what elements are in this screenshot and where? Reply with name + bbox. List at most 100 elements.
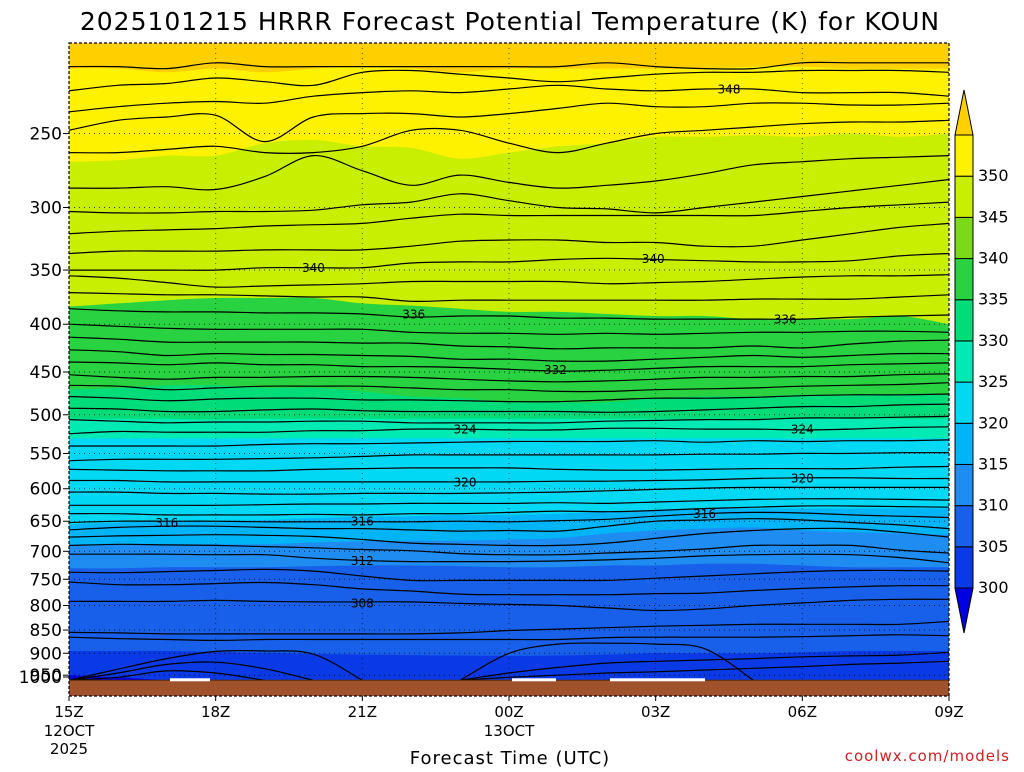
isentrope-301 [69,670,265,681]
isentrope-313 [69,543,949,556]
x-tick-year: 2025 [50,740,88,758]
colorbar-label: 350 [978,166,1009,185]
isentrope-333 [69,349,949,362]
colorbar-label: 315 [978,454,1009,473]
isentrope-339 [69,274,949,288]
colorbar-segment [954,175,974,218]
chart-title: 2025101215 HRRR Forecast Potential Tempe… [80,7,940,36]
isentrope-306 [69,620,949,635]
colorbar-label: 305 [978,537,1009,556]
isentrope-323 [69,439,949,447]
isentrope-346 [69,119,949,154]
x-tick-label: 09Z [934,703,963,721]
y-tick-label: 450 [30,363,62,383]
surface-ground [69,680,949,696]
contour-label: 316 [693,507,716,521]
isentrope-347 [69,102,949,143]
isentrope-314 [69,527,949,547]
isentrope-308 [69,598,949,612]
y-tick-label: 250 [30,125,62,145]
isentrope-303 [69,649,363,681]
isentrope-325 [69,426,949,435]
contour-label: 332 [544,363,567,377]
isentrope-348 [69,84,949,113]
x-tick-date: 12OCT [44,722,95,740]
contour-label: 340 [302,261,325,275]
colorbar-label: 320 [978,413,1009,432]
isentrope-341 [69,222,949,255]
isentrope-334 [69,336,949,350]
isentrope-345 [69,154,949,191]
isentrope-328 [69,403,949,413]
contour-label: 316 [351,515,374,529]
contour-label: 320 [454,475,477,489]
x-tick-label: 18Z [201,703,230,721]
isentrope-326 [69,415,949,424]
contour-label: 324 [454,423,477,437]
isentrope-302 [69,661,314,681]
colorbar-segment [954,134,974,177]
credit-text: coolwx.com/models [845,747,1010,765]
contour-label: 336 [774,313,797,327]
isentrope-305 [69,634,949,642]
y-tick-label: 300 [30,199,62,219]
colorbar-label: 300 [978,578,1009,597]
y-tick-label: 550 [30,444,62,464]
y-axis: 250 300 350 400 450 500 550 600 650 700 750 800 850 9… [19,125,69,688]
x-tick-label: 15Z [54,703,83,721]
x-tick-label: 06Z [788,703,817,721]
colorbar-label: 325 [978,372,1009,391]
colorbar-segment [954,258,974,301]
colorbar: 300 305 310 315 320 325 330 335 340 345 350 [954,89,1009,634]
colorbar-label: 345 [978,207,1009,226]
colorbar-segment [954,505,974,548]
isentrope-317 [69,505,949,516]
x-axis-label: Forecast Time (UTC) [410,748,610,768]
y-tick-label: 850 [30,621,62,641]
colorbar-segment [954,216,974,260]
colorbar-segment [954,299,974,342]
surface-gap [610,678,705,682]
isentrope-350 [69,61,949,70]
contour-label: 348 [718,82,741,96]
isentrope-321 [69,465,949,472]
isentrope-330 [69,382,949,393]
isentrope-299 [460,660,949,681]
contour-label: 312 [351,554,374,568]
isentrope-319 [69,486,949,495]
colorbar-extend-bottom [954,587,974,634]
x-tick-label: 03Z [641,703,670,721]
surface-gap [512,678,556,682]
x-tick-label: 21Z [348,703,377,721]
isentrope-337 [69,292,949,303]
contour-label: 320 [791,471,814,485]
isentrope-322 [69,452,949,462]
y-tick-label: 950 [30,666,62,686]
y-tick-label: 650 [30,512,62,532]
isentrope-312 [69,553,949,564]
colorbar-segment [954,381,974,424]
y-tick-label: 350 [30,261,62,281]
y-tick-label: 800 [30,596,62,616]
isentrope-311 [69,568,949,582]
isentrope-304 [459,642,754,681]
y-tick-label: 750 [30,570,62,590]
isentrope-316 [69,511,949,524]
isentrope-332 [69,361,949,372]
isentrope-349 [69,69,949,92]
colorbar-segment [954,463,974,507]
contour-label: 336 [402,307,425,321]
contour-label: 340 [642,252,665,266]
isentrope-310 [69,581,949,596]
x-tick-label: 00Z [494,703,523,721]
isentrope-331 [69,373,949,383]
contour-label: 316 [155,516,178,530]
y-tick-label: 1000 [19,668,62,688]
y-tick-label: 700 [30,542,62,562]
plot-area: 348 340 340 336 336 332 324 324 320 320 316 316 316 3… [68,42,950,697]
colorbar-segment [954,340,974,383]
isentrope-315 [69,518,949,532]
y-tick-label: 900 [30,644,62,664]
